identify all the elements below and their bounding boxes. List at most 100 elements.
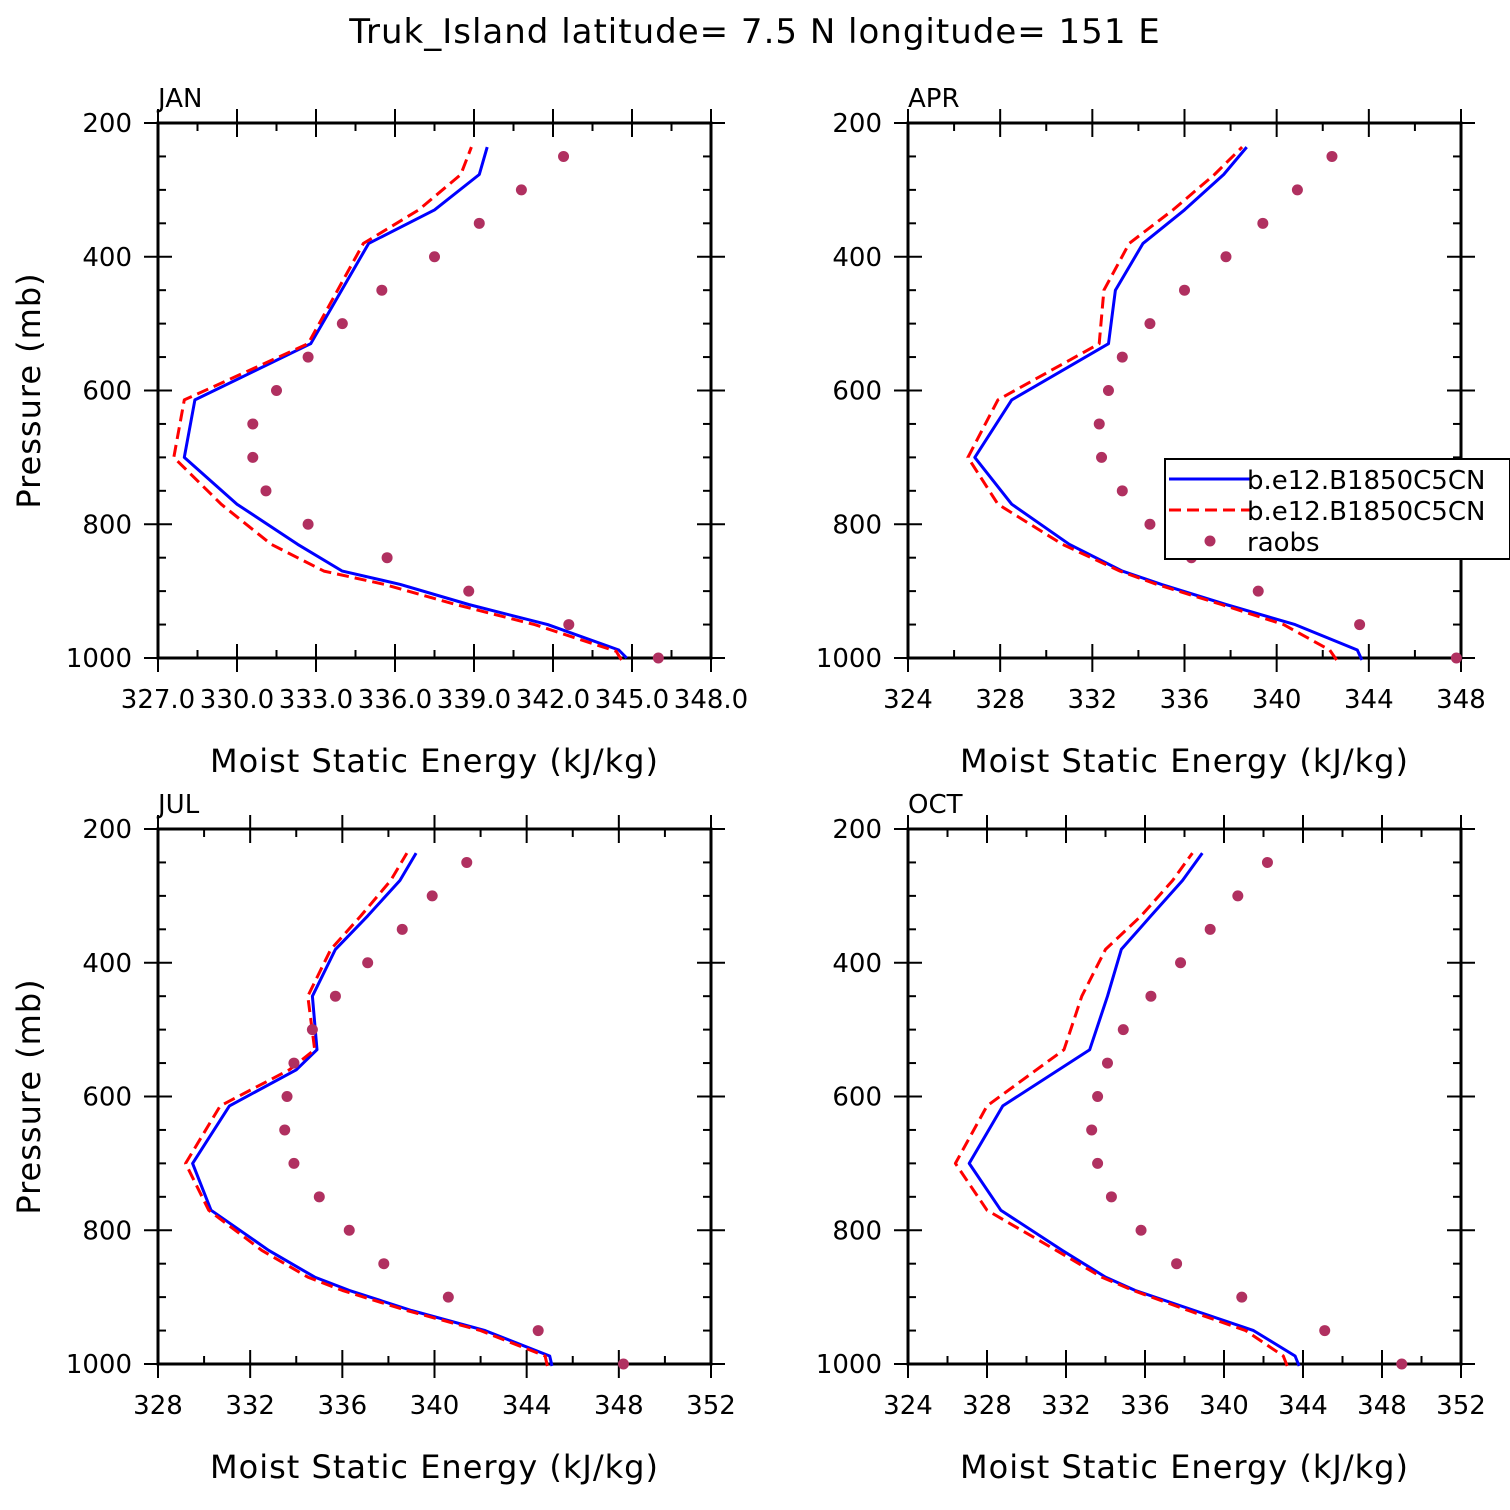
raobs-point <box>1135 1224 1147 1236</box>
raobs-point <box>1145 990 1157 1002</box>
y-tick-label: 200 <box>832 815 882 845</box>
legend-label: b.e12.B1850C5CN <box>1247 466 1485 496</box>
raobs-point <box>247 418 259 430</box>
raobs-point <box>247 451 259 463</box>
y-tick-label: 800 <box>832 510 882 540</box>
raobs-point <box>362 957 374 969</box>
x-tick-label: 336 <box>318 1391 368 1421</box>
x-tick-label: 340 <box>410 1391 460 1421</box>
raobs-point <box>532 1325 544 1337</box>
y-tick-label: 1000 <box>816 644 882 674</box>
x-tick-label: 348.0 <box>674 685 748 715</box>
raobs-point <box>1102 385 1114 396</box>
panel-label: JUL <box>156 790 200 820</box>
legend-label: raobs <box>1247 528 1320 558</box>
panel-jan: 327.0 330.0 333.0 336.0 339.0 342.0 345.0 348.0… <box>10 84 748 780</box>
raobs-point <box>381 552 393 564</box>
x-tick-label: 330.0 <box>200 685 274 715</box>
raobs-point <box>442 1291 454 1303</box>
raobs-point <box>376 284 388 296</box>
raobs-point <box>1093 418 1105 430</box>
raobs-point <box>1144 318 1156 330</box>
raobs-point <box>1450 652 1462 664</box>
x-tick-label: 328 <box>133 1391 183 1421</box>
raobs-point <box>279 1124 291 1136</box>
raobs-point <box>1116 351 1128 363</box>
legend-label: b.e12.B1850C5CN <box>1247 497 1485 527</box>
x-axis-label: Moist Static Energy (kJ/kg) <box>960 1448 1409 1486</box>
raobs-point <box>260 485 272 497</box>
raobs-point <box>1204 923 1216 935</box>
y-tick-label: 400 <box>82 243 132 273</box>
y-tick-label: 400 <box>832 243 882 273</box>
raobs-point <box>1175 957 1187 969</box>
x-tick-label: 340 <box>1252 685 1302 715</box>
y-tick-label: 200 <box>82 109 132 139</box>
x-tick-label: 328 <box>962 1391 1012 1421</box>
x-tick-label: 333.0 <box>279 685 353 715</box>
model2-line <box>172 146 623 661</box>
chart-main-title: Truk_Island latitude= 7.5 N longitude= 1… <box>349 12 1161 52</box>
raobs-point <box>378 1258 390 1270</box>
raobs-point <box>1232 890 1244 902</box>
model1-line <box>967 852 1301 1367</box>
y-tick-label: 400 <box>832 949 882 979</box>
panel-label: OCT <box>908 790 963 820</box>
raobs-point <box>1354 619 1366 631</box>
x-tick-label: 332 <box>1068 685 1118 715</box>
raobs-point <box>473 217 485 229</box>
x-tick-label: 352 <box>686 1391 736 1421</box>
y-tick-label: 800 <box>82 1216 132 1246</box>
y-tick-label: 200 <box>82 815 132 845</box>
raobs-point <box>426 890 438 902</box>
raobs-point <box>1319 1325 1331 1337</box>
panel-jul: 328 332 336 340 344 348 352 200 400 600 800 1000 JUL… <box>10 790 736 1486</box>
raobs-point <box>329 990 341 1002</box>
x-axis-label: Moist Static Energy (kJ/kg) <box>210 742 659 780</box>
raobs-point <box>343 1224 355 1236</box>
raobs-point <box>302 351 314 363</box>
raobs-point <box>1116 485 1128 497</box>
x-tick-label: 344 <box>1344 685 1394 715</box>
raobs-point <box>271 385 282 396</box>
x-axis-label: Moist Static Energy (kJ/kg) <box>960 742 1409 780</box>
x-tick-label: 340 <box>1199 1391 1249 1421</box>
model1-line <box>191 852 554 1367</box>
x-tick-label: 345.0 <box>595 685 669 715</box>
raobs-point <box>1179 284 1190 296</box>
raobs-point <box>1261 856 1273 868</box>
x-tick-label: 348 <box>1357 1391 1407 1421</box>
raobs-point <box>1092 1091 1104 1102</box>
raobs-point <box>652 652 664 664</box>
y-tick-label: 800 <box>82 510 132 540</box>
raobs-point <box>396 923 408 935</box>
model1-line <box>973 146 1364 661</box>
raobs-point <box>429 251 440 263</box>
raobs-point <box>1236 1291 1248 1303</box>
panel-apr: 324 328 332 336 340 344 348 200 400 600 800 1000 APR… <box>816 84 1486 780</box>
y-tick-label: 400 <box>82 949 132 979</box>
x-axis-label: Moist Static Energy (kJ/kg) <box>210 1448 659 1486</box>
raobs-point <box>288 1157 300 1169</box>
raobs-point <box>1101 1057 1113 1069</box>
raobs-point <box>313 1191 325 1203</box>
raobs-point <box>1291 184 1303 196</box>
plot-frame <box>156 121 713 660</box>
raobs-point <box>461 856 473 868</box>
panel-label: JAN <box>156 84 202 114</box>
plot-frame <box>906 827 1463 1366</box>
raobs-point <box>1171 1258 1183 1270</box>
raobs-point <box>515 184 527 196</box>
raobs-point <box>1144 518 1156 530</box>
raobs-point <box>336 318 348 330</box>
model2-line <box>953 852 1289 1367</box>
raobs-point <box>1252 585 1264 597</box>
x-tick-label: 348 <box>1436 685 1486 715</box>
raobs-point <box>558 150 570 162</box>
panel-oct: 324 328 332 336 340 344 348 352 200 400 600 800 1000… <box>816 790 1486 1486</box>
x-tick-label: 336 <box>1120 1391 1170 1421</box>
y-axis-label: Pressure (mb) <box>10 978 48 1214</box>
y-tick-label: 600 <box>832 1083 882 1113</box>
raobs-point <box>1257 217 1269 229</box>
